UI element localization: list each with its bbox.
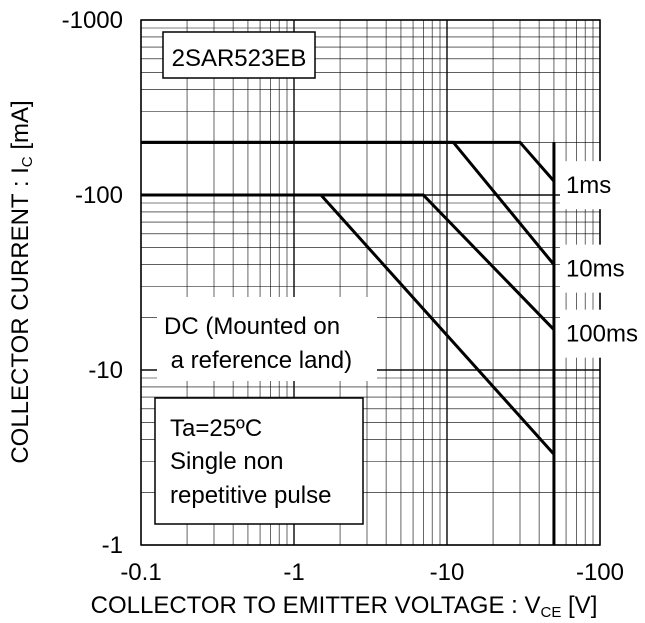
- x-tick-label: -100: [576, 559, 624, 586]
- conditions-box: Ta=25ºC Single non repetitive pulse: [154, 397, 364, 525]
- y-axis-title-subscript: C: [19, 156, 36, 167]
- conditions-line1: Ta=25ºC: [170, 415, 262, 442]
- series-label-layer: 1ms 10ms 100ms: [559, 161, 640, 358]
- conditions-line3: repetitive pulse: [170, 482, 331, 509]
- series-line-0: [141, 140, 556, 183]
- x-tick-label: -1: [283, 559, 304, 586]
- x-tick-label: -0.1: [120, 559, 161, 586]
- dc-annotation-line2: a reference land): [164, 347, 352, 374]
- series-label-bg: [559, 309, 640, 358]
- y-tick-label: -1000: [62, 7, 123, 34]
- series-label-bg: [559, 161, 640, 210]
- series-label-2: 100ms: [566, 321, 638, 348]
- series-label-1: 10ms: [566, 256, 625, 283]
- conditions-line2: Single non: [170, 448, 283, 475]
- series-layer: [141, 140, 556, 545]
- series-label-bg: [559, 244, 640, 293]
- device-label: 2SAR523EB: [172, 45, 307, 72]
- x-tick-label: -10: [430, 559, 465, 586]
- y-axis-title: COLLECTOR CURRENT : IC [mA]: [7, 100, 36, 463]
- device-label-box: 2SAR523EB: [162, 31, 316, 79]
- dc-annotation-line1: DC (Mounted on: [164, 313, 340, 340]
- series-line-3: [141, 193, 556, 456]
- series-label-0: 1ms: [566, 172, 611, 199]
- y-tick-label: -1: [102, 532, 123, 559]
- x-axis-title: COLLECTOR TO EMITTER VOLTAGE : VCE [V]: [91, 592, 598, 621]
- dc-annotation: DC (Mounted on a reference land): [157, 297, 377, 381]
- x-axis-title-subscript: CE: [541, 604, 562, 621]
- tick-label-layer: -0.1 -1 -10 -100-1-10-100-1000: [62, 7, 624, 586]
- y-tick-label: -100: [75, 182, 123, 209]
- y-tick-label: -10: [88, 357, 123, 384]
- series-line-1: [141, 140, 556, 266]
